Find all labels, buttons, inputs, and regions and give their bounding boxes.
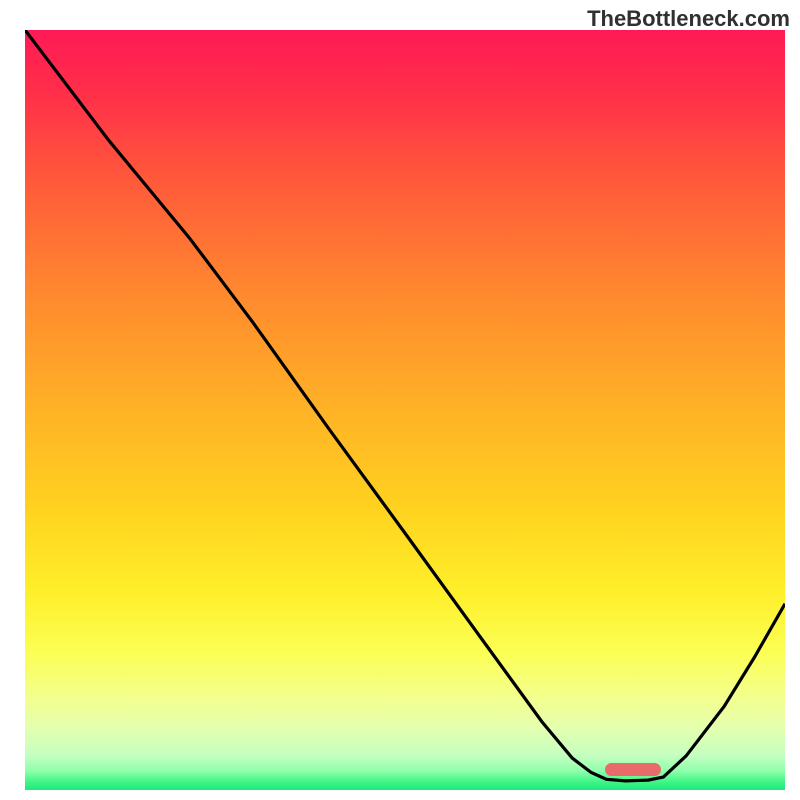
optimal-marker — [605, 763, 661, 775]
plot-area — [25, 30, 785, 790]
curve-svg — [25, 30, 785, 790]
bottleneck-curve — [25, 30, 785, 781]
watermark-text: TheBottleneck.com — [587, 6, 790, 32]
